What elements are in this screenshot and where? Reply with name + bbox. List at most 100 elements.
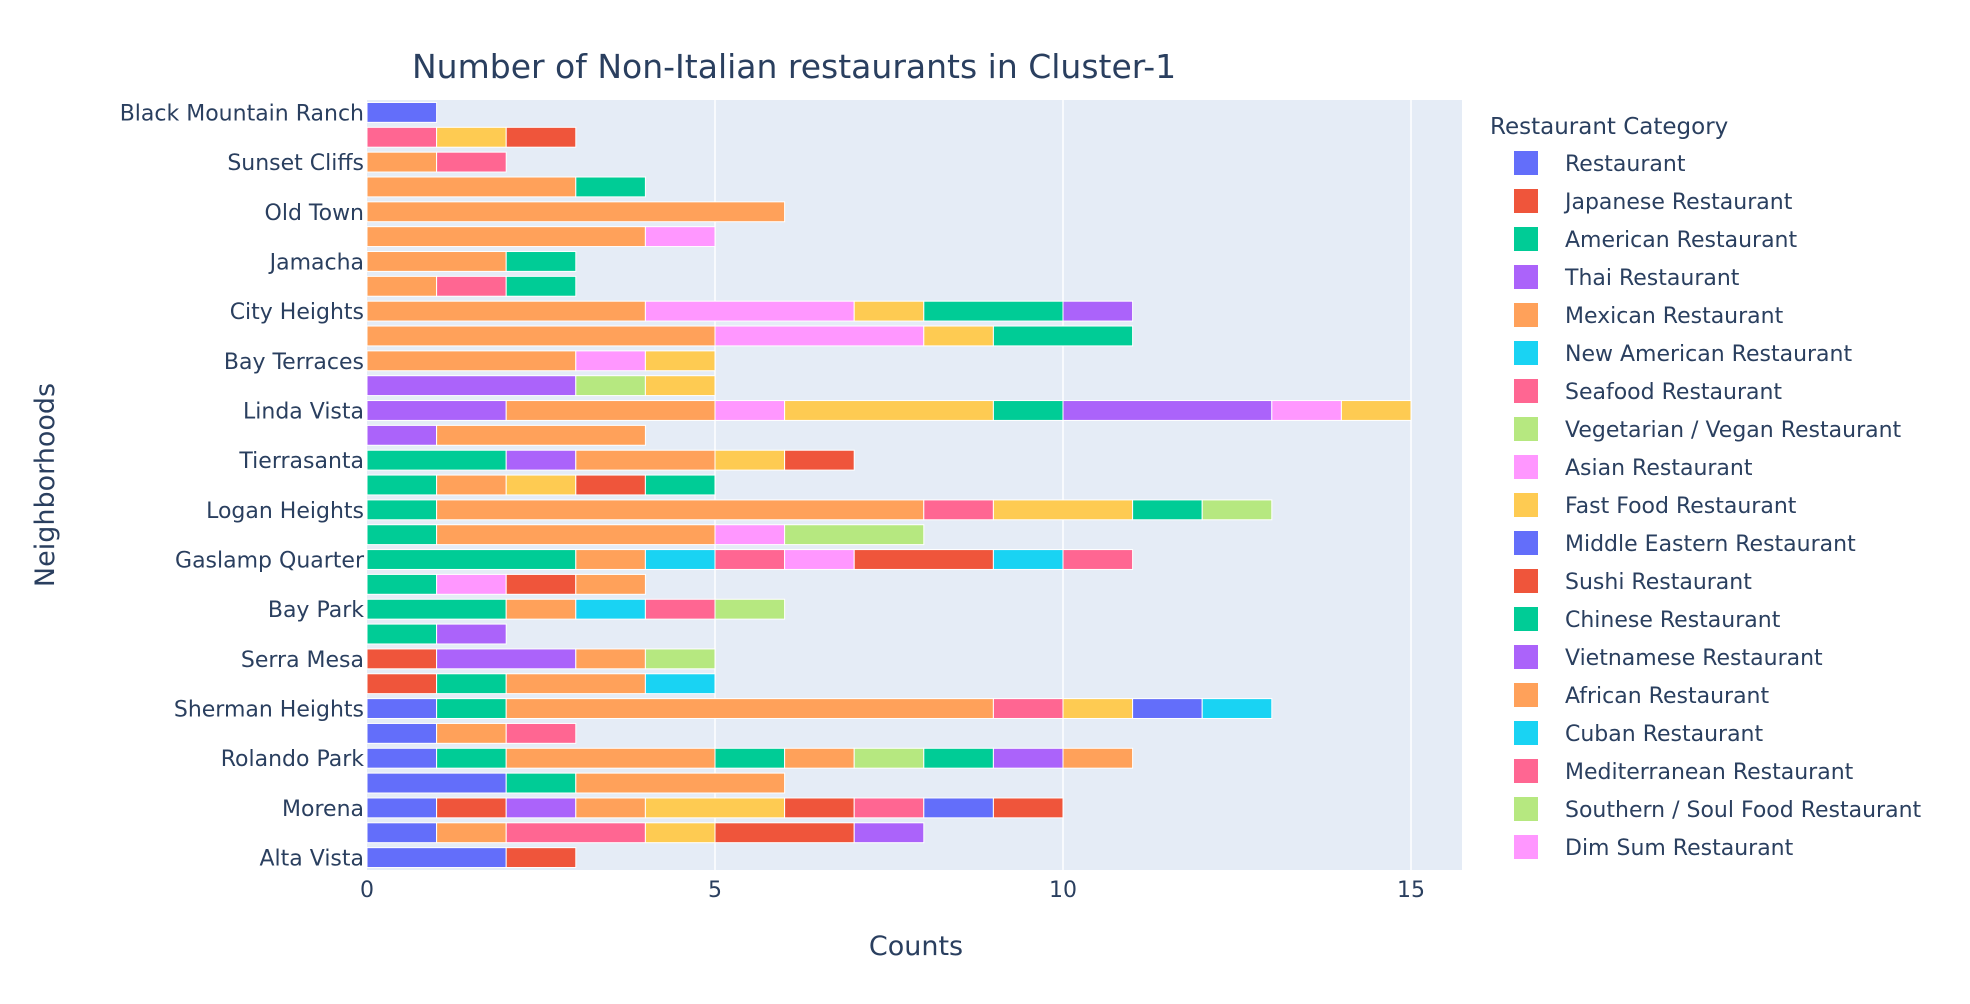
bar-segment [366, 524, 438, 546]
bar-segment [1062, 747, 1134, 769]
bar-segment [923, 300, 1064, 322]
bar-segment [505, 598, 577, 620]
bar-segment [366, 474, 438, 496]
x-tick-label: 0 [360, 878, 374, 903]
legend-label: Seafood Restaurant [1565, 380, 1782, 405]
legend-label: Vietnamese Restaurant [1565, 646, 1823, 671]
bar-segment [992, 549, 1064, 570]
bar-segment [436, 151, 507, 173]
bar-segment [366, 400, 507, 421]
bar-segment [575, 772, 786, 794]
legend-swatch [1514, 607, 1538, 631]
bar-segment [505, 673, 646, 695]
bar-segment [714, 598, 786, 620]
y-tick-label: City Heights [230, 300, 364, 325]
bar-segment [505, 698, 994, 719]
bar-segment [714, 325, 925, 347]
legend-label: Restaurant [1565, 152, 1686, 177]
bar-segment [1062, 698, 1134, 719]
bar-segment [992, 698, 1064, 719]
y-tick-label: Tierrasanta [238, 449, 364, 474]
bar-segment [853, 797, 925, 819]
bar-segment [366, 449, 507, 471]
y-tick-label: Alta Vista [259, 847, 364, 872]
legend-swatch [1514, 455, 1538, 479]
bar-segment [575, 375, 646, 397]
bar-segment [505, 847, 577, 869]
legend-swatch [1514, 151, 1538, 175]
bar-segment [1132, 499, 1203, 521]
bar-segment [1062, 300, 1134, 322]
legend-label: Chinese Restaurant [1565, 608, 1781, 633]
legend-label: American Restaurant [1565, 228, 1798, 253]
y-tick-label: Jamacha [268, 250, 364, 275]
bar-segment [923, 747, 994, 769]
legend-label: New American Restaurant [1565, 342, 1852, 367]
y-tick-label: Bay Park [268, 598, 364, 623]
y-tick-label: Linda Vista [243, 399, 364, 424]
bar-segment [784, 400, 994, 421]
bar-segment [784, 747, 855, 769]
y-axis-label: Neighborhoods [30, 383, 61, 587]
legend-label: Sushi Restaurant [1565, 570, 1752, 595]
bar-segment [992, 747, 1064, 769]
bar-segment [853, 747, 925, 769]
legend-label: Japanese Restaurant [1563, 190, 1793, 215]
bar-segment [505, 251, 577, 272]
legend-swatch [1514, 721, 1538, 745]
legend-swatch [1514, 417, 1538, 441]
bar-segment [366, 151, 438, 173]
bar-segment [644, 648, 716, 670]
legend-label: Thai Restaurant [1564, 266, 1740, 291]
bar-segment [853, 549, 994, 570]
bar-segment [714, 747, 786, 769]
bar-segment [644, 797, 786, 819]
legend-swatch [1514, 379, 1538, 403]
bar-segment [575, 573, 646, 595]
bar-segment [714, 822, 855, 844]
legend-swatch [1514, 493, 1538, 517]
bar-segment [366, 673, 438, 695]
bar-segment [784, 549, 855, 570]
bar-segment [366, 598, 507, 620]
bar-segment [575, 797, 646, 819]
bar-segment [436, 747, 507, 769]
bar-segment [1340, 400, 1412, 421]
bar-segment [366, 424, 438, 446]
legend-label: African Restaurant [1565, 684, 1769, 709]
bar-segment [714, 400, 786, 421]
y-tick-label: Morena [282, 797, 364, 822]
bar-segment [366, 350, 577, 372]
bar-segment [436, 648, 577, 670]
bar-segment [644, 598, 716, 620]
bar-segment [505, 722, 577, 744]
bar-segment [644, 474, 716, 496]
bar-segment [436, 499, 925, 521]
bar-segment [366, 722, 438, 744]
bar-segment [366, 499, 438, 521]
bar-segment [436, 474, 507, 496]
bar-segment [575, 648, 646, 670]
bar-segment [366, 847, 507, 869]
legend-swatch [1514, 341, 1538, 365]
bar-segment [992, 400, 1064, 421]
bar-segment [575, 474, 646, 496]
bar-segment [714, 549, 786, 570]
bar-segment [366, 772, 507, 794]
bar-segment [1062, 400, 1273, 421]
bar-segment [366, 623, 438, 645]
y-tick-labels: Black Mountain Ranch Sunset Cliffs Old Tow… [120, 101, 365, 871]
bar-segment [853, 822, 925, 844]
legend-label: Southern / Soul Food Restaurant [1565, 798, 1922, 823]
bar-segment [575, 449, 716, 471]
legend-swatch [1514, 835, 1538, 859]
bar-segment [575, 549, 646, 570]
bar-segment [992, 499, 1134, 521]
bar-segment [436, 573, 507, 595]
y-tick-label: Logan Heights [206, 499, 364, 524]
bar-segment [436, 623, 507, 645]
bar-segment [923, 499, 994, 521]
x-tick-label: 5 [708, 878, 722, 903]
bar-segment [1132, 698, 1203, 719]
bar-segment [436, 126, 507, 148]
